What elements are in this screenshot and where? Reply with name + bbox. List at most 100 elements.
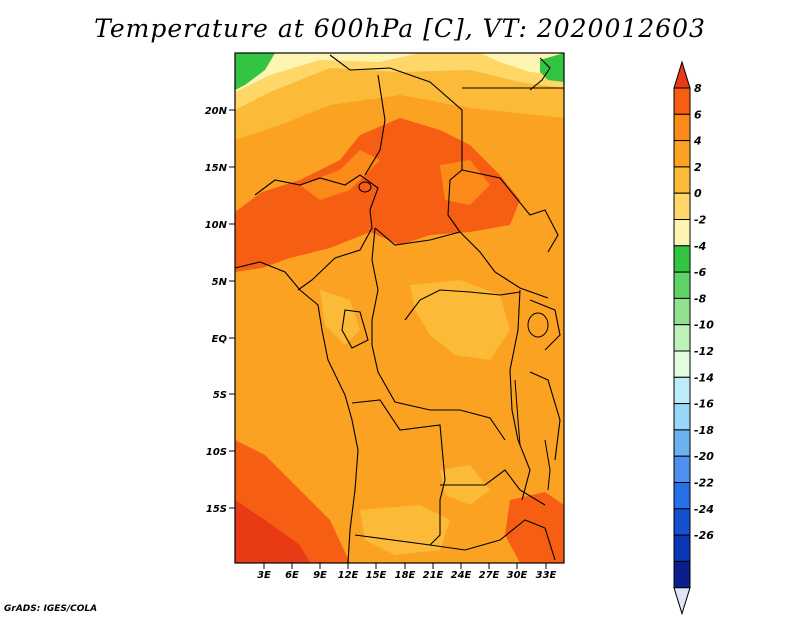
border-drc-west bbox=[371, 227, 506, 441]
lon-label: 21E bbox=[423, 570, 444, 581]
colorbar-label: 6 bbox=[694, 108, 702, 121]
colorbar-segment bbox=[673, 192, 691, 220]
colorbar-label: -4 bbox=[694, 240, 706, 253]
border-sudan bbox=[461, 169, 559, 253]
lon-label: 30E bbox=[507, 570, 528, 581]
colorbar-label: -10 bbox=[694, 319, 714, 332]
lon-label: 18E bbox=[395, 570, 416, 581]
colorbar-segment bbox=[673, 350, 691, 378]
lake-victoria bbox=[527, 312, 549, 338]
colorbar-segment bbox=[673, 140, 691, 168]
field-central-light bbox=[410, 280, 510, 360]
lon-label: 9E bbox=[313, 570, 327, 581]
grads-credit: GrADS: IGES/COLA bbox=[4, 604, 98, 614]
lon-label: 33E bbox=[536, 570, 557, 581]
colorbar-label: -8 bbox=[694, 292, 707, 305]
border-tanzania bbox=[529, 371, 561, 461]
colorbar-label: -6 bbox=[694, 266, 707, 279]
field-band-pale-yellow bbox=[235, 53, 420, 92]
colorbar-label: -14 bbox=[694, 371, 714, 384]
lon-label: 27E bbox=[479, 570, 500, 581]
lat-label: 10N bbox=[205, 220, 228, 231]
lake-malawi bbox=[544, 439, 551, 491]
colorbar-segment bbox=[673, 166, 691, 194]
border-north-2 bbox=[329, 54, 463, 233]
colorbar-label: -16 bbox=[694, 398, 714, 411]
colorbar-segment bbox=[673, 376, 691, 405]
lon-label: 3E bbox=[257, 570, 271, 581]
lon-label: 12E bbox=[338, 570, 359, 581]
lat-label: 20N bbox=[205, 106, 228, 117]
colorbar-label: 0 bbox=[694, 187, 702, 200]
field-warm-belt-patch bbox=[300, 150, 380, 200]
field-southwest-hot bbox=[235, 500, 310, 563]
colorbar-segment bbox=[673, 455, 691, 484]
field-southeast-warm bbox=[505, 492, 564, 563]
lake-chad bbox=[358, 181, 372, 193]
colorbar-label: 8 bbox=[694, 82, 702, 95]
border-drc-north bbox=[404, 289, 521, 321]
colorbar-label: -2 bbox=[694, 214, 707, 227]
lake-outlines bbox=[358, 181, 551, 491]
field-warm-belt-patch-east bbox=[440, 160, 490, 205]
coastline-red-sea bbox=[529, 57, 551, 91]
lon-label: 15E bbox=[366, 570, 387, 581]
country-borders bbox=[235, 54, 564, 563]
colorbar-segment bbox=[673, 87, 691, 115]
colorbar-label: 4 bbox=[693, 135, 702, 148]
colorbar-label: -12 bbox=[694, 345, 714, 358]
lat-axis: 20N 15N 10N 5N EQ 5S 10S 15S bbox=[205, 106, 235, 515]
colorbar-segment bbox=[673, 113, 691, 142]
lon-label: 24E bbox=[451, 570, 472, 581]
colorbar-segment bbox=[673, 245, 691, 273]
colorbar-segment bbox=[673, 560, 691, 589]
field-green-northwest bbox=[235, 53, 275, 90]
colorbar: 8 6 4 2 0 -2 -4 -6 -8 -10 -12 -14 -16 -18 -20 -22 -24 -26 bbox=[673, 60, 714, 616]
colorbar-segment bbox=[673, 297, 691, 326]
border-gabon bbox=[341, 309, 369, 349]
field-band-yellow bbox=[235, 53, 564, 110]
border-uganda bbox=[529, 299, 561, 351]
chart-title: Temperature at 600hPa [C], VT: 202001260… bbox=[94, 14, 706, 43]
lat-label: EQ bbox=[212, 334, 228, 345]
lat-label: 15N bbox=[205, 163, 228, 174]
map-frame bbox=[234, 52, 565, 564]
lon-label: 6E bbox=[285, 570, 299, 581]
colorbar-segment bbox=[673, 219, 691, 247]
colorbar-label: 2 bbox=[694, 161, 702, 174]
colorbar-segment bbox=[673, 403, 691, 431]
colorbar-segment bbox=[673, 271, 691, 299]
lat-label: 5N bbox=[212, 277, 228, 288]
colorbar-label: -18 bbox=[694, 424, 714, 437]
colorbar-label: -26 bbox=[694, 529, 714, 542]
colorbar-segment bbox=[673, 508, 691, 536]
field-warm-belt bbox=[235, 118, 520, 272]
lake-tanganyika bbox=[514, 379, 521, 446]
border-south bbox=[354, 519, 556, 561]
lat-label: 10S bbox=[206, 447, 227, 458]
field-west-light bbox=[320, 290, 360, 345]
field-band-light-orange bbox=[235, 53, 564, 140]
colorbar-label: -22 bbox=[694, 477, 714, 490]
colorbar-top-arrow bbox=[673, 60, 691, 89]
colorbar-segment bbox=[673, 534, 691, 562]
lon-axis: 3E 6E 9E 12E 15E 18E 21E 24E 27E 30E 33E bbox=[257, 563, 557, 581]
coastline-west bbox=[235, 261, 359, 563]
border-car bbox=[374, 227, 549, 299]
border-zambia bbox=[440, 469, 546, 506]
colorbar-label: -20 bbox=[694, 450, 714, 463]
temperature-field bbox=[235, 53, 564, 563]
colorbar-segment bbox=[673, 429, 691, 457]
field-south-light bbox=[360, 505, 450, 555]
border-drc-east bbox=[509, 289, 531, 501]
colorbar-label: -24 bbox=[694, 503, 714, 516]
colorbar-segment bbox=[673, 324, 691, 352]
border-west-africa bbox=[254, 174, 379, 291]
border-angola bbox=[351, 399, 446, 546]
lat-label: 5S bbox=[213, 390, 227, 401]
colorbar-bottom-arrow bbox=[673, 587, 691, 616]
colorbar-segment bbox=[673, 482, 691, 510]
border-north-1 bbox=[364, 74, 386, 176]
lat-label: 15S bbox=[206, 504, 227, 515]
